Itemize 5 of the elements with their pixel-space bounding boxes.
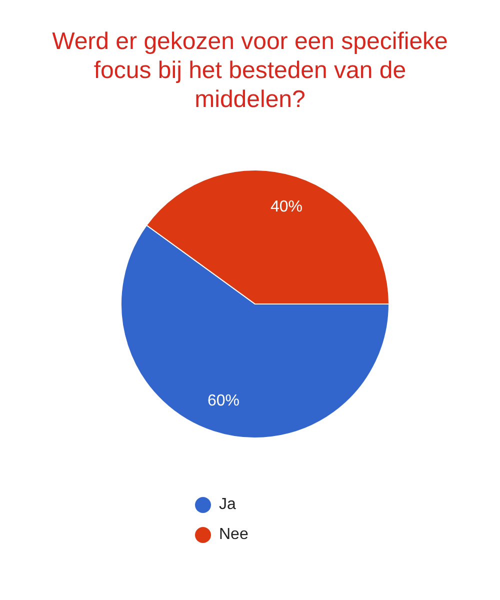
chart-title: Werd er gekozen voor een specifieke focus bij het besteden van de middelen? — [51, 27, 449, 114]
data-label: 60% — [208, 392, 240, 410]
legend-label: Nee — [219, 526, 248, 543]
data-label: 40% — [270, 198, 302, 216]
legend-label: Ja — [219, 496, 236, 513]
